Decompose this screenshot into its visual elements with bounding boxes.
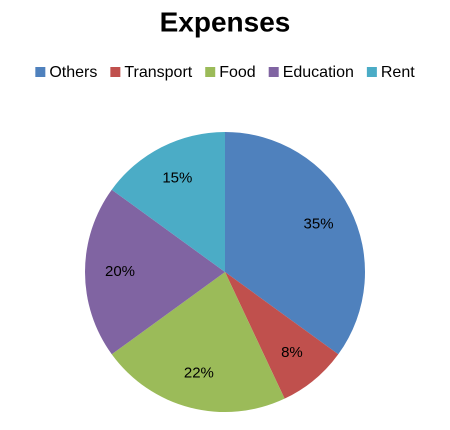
chart-title: Expenses bbox=[160, 6, 291, 37]
legend-label: Rent bbox=[381, 64, 415, 81]
pie-slice bbox=[111, 272, 285, 412]
legend-label: Others bbox=[49, 64, 97, 81]
legend-label: Food bbox=[219, 64, 255, 81]
pie-slice bbox=[111, 132, 225, 272]
legend-label: Education bbox=[283, 64, 354, 81]
pie-slice bbox=[84, 189, 225, 355]
data-label: 15% bbox=[162, 169, 192, 186]
legend: Others Transport Food Education Rent bbox=[35, 64, 415, 81]
data-label: 8% bbox=[281, 344, 303, 361]
legend-swatch bbox=[268, 67, 279, 77]
legend-swatch bbox=[366, 67, 377, 77]
data-label: 22% bbox=[184, 365, 214, 382]
pie-slice bbox=[225, 272, 339, 399]
legend-swatch bbox=[205, 67, 216, 77]
legend-swatch bbox=[35, 67, 46, 77]
data-label: 35% bbox=[304, 215, 334, 232]
data-label: 20% bbox=[105, 263, 135, 280]
pie-slice bbox=[225, 132, 366, 355]
legend-swatch bbox=[110, 67, 121, 77]
legend-label: Transport bbox=[124, 64, 192, 81]
